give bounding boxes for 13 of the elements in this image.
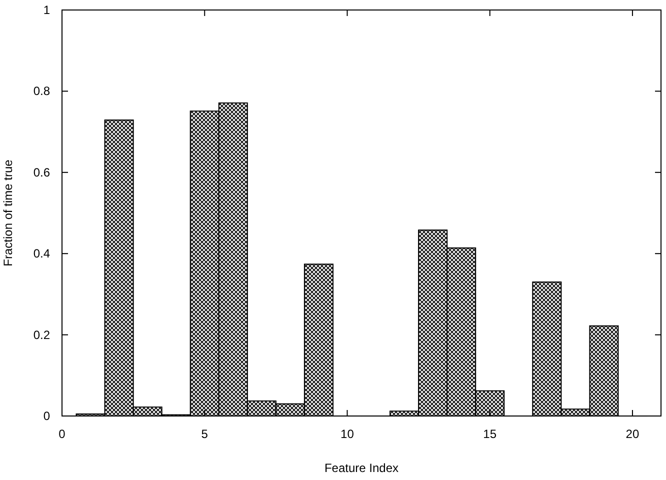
y-tick-label: 0.4: [33, 246, 50, 261]
x-tick-label: 10: [340, 427, 354, 441]
y-tick-label: 0.6: [33, 165, 50, 180]
x-tick-label: 0: [58, 427, 66, 441]
y-tick-label: 1: [43, 3, 50, 17]
y-tick-label: 0: [43, 409, 50, 423]
x-tick-label: 5: [201, 427, 208, 441]
y-tick-label: 0.2: [33, 328, 50, 342]
x-tick-label: 15: [483, 427, 497, 441]
y-tick-label: 0.8: [33, 84, 50, 98]
x-tick-label: 20: [626, 427, 640, 441]
y-axis-title: Fraction of time true: [1, 159, 15, 266]
x-axis-title: Feature Index: [324, 461, 399, 475]
